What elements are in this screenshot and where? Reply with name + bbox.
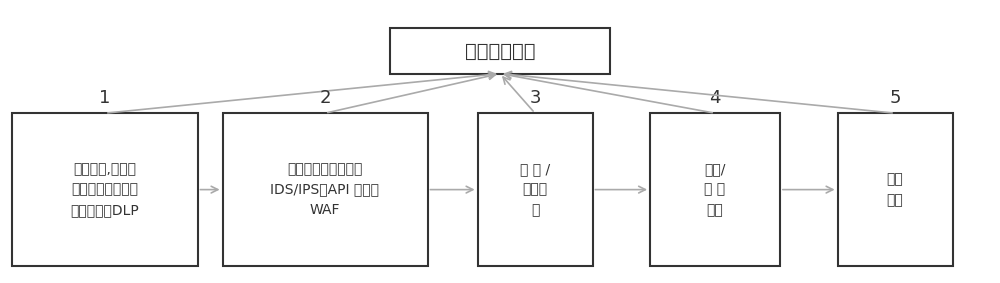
Bar [650,113,780,266]
Bar [478,113,592,266]
Text: 3: 3 [529,89,541,107]
Text: 下一代防火墙，包括
IDS/IPS、API 网关、
WAF: 下一代防火墙，包括 IDS/IPS、API 网关、 WAF [270,162,380,217]
Text: 联动模块处理: 联动模块处理 [465,41,535,61]
Bar [390,28,610,74]
Text: 应 用 /
服务安
全: 应 用 / 服务安 全 [520,162,550,217]
Bar [12,113,198,266]
Text: 终端安全,包括移
动终端安全、用户
行为分析、DLP: 终端安全,包括移 动终端安全、用户 行为分析、DLP [71,162,139,217]
Text: 4: 4 [709,89,721,107]
Text: 1: 1 [99,89,111,107]
Bar [223,113,428,266]
Text: 网闸/
数 据
交换: 网闸/ 数 据 交换 [704,162,726,217]
Text: 数据
中心: 数据 中心 [887,172,903,207]
Text: 2: 2 [319,89,331,107]
Bar [838,113,952,266]
Text: 5: 5 [889,89,901,107]
